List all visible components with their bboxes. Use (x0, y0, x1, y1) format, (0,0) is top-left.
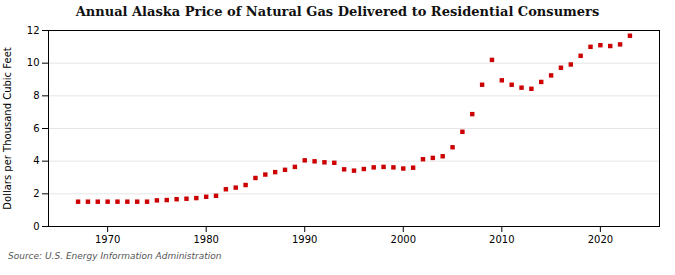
svg-text:10: 10 (27, 57, 40, 68)
html-text:Source: U.S. Energy Informatio: Source: U.S. Energy Information Administ… (8, 251, 222, 261)
svg-text:0: 0 (33, 221, 39, 232)
svg-text:1970: 1970 (95, 234, 120, 245)
svg-text:8: 8 (33, 90, 39, 101)
svg-text:1990: 1990 (292, 234, 317, 245)
svg-text:4: 4 (33, 155, 39, 166)
svg-text:2010: 2010 (489, 234, 514, 245)
svg-text:2000: 2000 (391, 234, 416, 245)
svg-text:2020: 2020 (588, 234, 613, 245)
svg-text:12: 12 (27, 25, 40, 36)
svg-text:6: 6 (33, 123, 39, 134)
html-text:Annual Alaska Price of Natural: Annual Alaska Price of Natural Gas Deliv… (75, 4, 600, 19)
svg-text:Dollars per Thousand Cubic Fee: Dollars per Thousand Cubic Feet (2, 47, 13, 210)
svg-text:2: 2 (33, 188, 39, 199)
svg-text:1980: 1980 (193, 234, 218, 245)
